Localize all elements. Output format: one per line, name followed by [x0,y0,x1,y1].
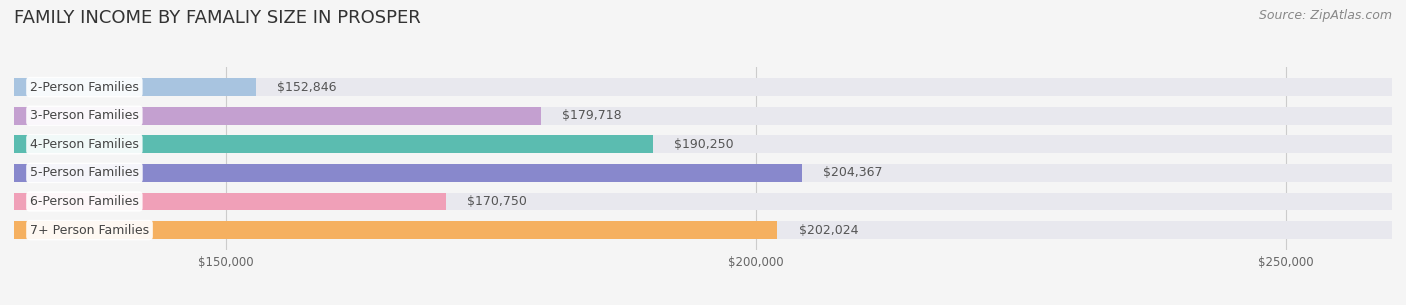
Bar [14,107,541,124]
Bar [14,221,778,239]
Text: $204,367: $204,367 [824,167,883,179]
Text: 7+ Person Families: 7+ Person Families [30,224,149,237]
Text: Source: ZipAtlas.com: Source: ZipAtlas.com [1258,9,1392,22]
Text: $152,846: $152,846 [277,81,337,94]
Text: 4-Person Families: 4-Person Families [30,138,139,151]
Text: $190,250: $190,250 [673,138,734,151]
Bar [14,135,652,153]
Bar [14,135,1392,153]
Text: $170,750: $170,750 [467,195,527,208]
Bar [14,164,803,182]
Bar [14,107,1392,124]
Text: FAMILY INCOME BY FAMALIY SIZE IN PROSPER: FAMILY INCOME BY FAMALIY SIZE IN PROSPER [14,9,420,27]
Bar [14,221,1392,239]
Text: $202,024: $202,024 [799,224,858,237]
Text: 3-Person Families: 3-Person Families [30,109,139,122]
Text: 2-Person Families: 2-Person Families [30,81,139,94]
Bar [14,193,446,210]
Bar [14,78,1392,96]
Bar [14,193,1392,210]
Text: 6-Person Families: 6-Person Families [30,195,139,208]
Bar [14,78,256,96]
Bar [14,164,1392,182]
Text: $179,718: $179,718 [562,109,621,122]
Text: 5-Person Families: 5-Person Families [30,167,139,179]
